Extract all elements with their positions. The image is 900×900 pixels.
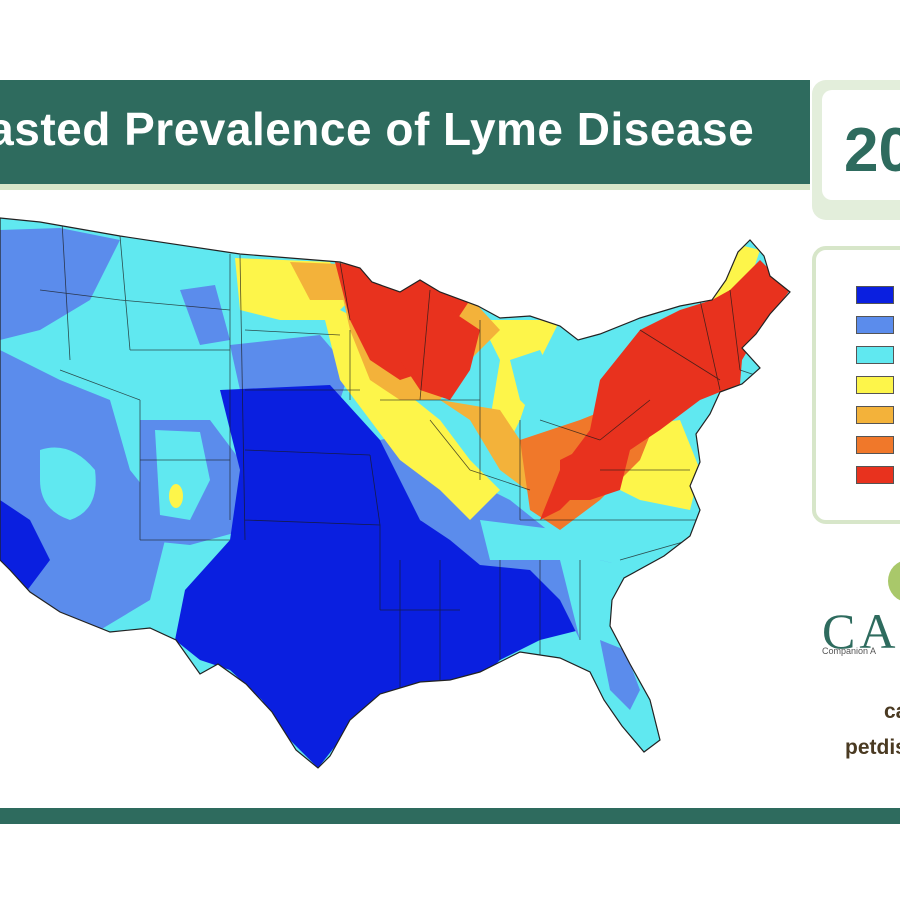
page-title: ecasted Prevalence of Lyme Disease bbox=[0, 103, 755, 155]
legend bbox=[812, 246, 900, 524]
logo-leaf-icon bbox=[888, 560, 900, 602]
website-link-2[interactable]: petdis bbox=[845, 736, 900, 759]
zone-dakota-low bbox=[230, 335, 350, 400]
us-map-svg bbox=[0, 217, 791, 769]
footer-bar bbox=[0, 808, 900, 824]
zone-wisconsin-very-high bbox=[400, 310, 480, 400]
capc-logo: CA Companion A bbox=[820, 560, 900, 660]
zone-michigan-pocket bbox=[510, 350, 560, 420]
year-badge-inner bbox=[822, 90, 900, 200]
zone-colorado-pocket bbox=[155, 430, 210, 520]
zone-virginia-very-high bbox=[560, 440, 630, 500]
year-label: 20 bbox=[844, 116, 900, 185]
us-prevalence-map bbox=[0, 205, 800, 785]
legend-swatch-moderate bbox=[856, 376, 894, 394]
title-banner: ecasted Prevalence of Lyme Disease bbox=[0, 80, 810, 190]
zone-florida-low bbox=[600, 640, 640, 710]
legend-swatch-high bbox=[856, 436, 894, 454]
zone-colorado-spot bbox=[169, 484, 183, 508]
state-borders bbox=[39, 221, 771, 690]
legend-swatch-very-high bbox=[856, 466, 894, 484]
legend-swatch-elevated bbox=[856, 406, 894, 424]
zone-north-dakota-elevated bbox=[290, 262, 350, 300]
logo-wordmark: CA bbox=[822, 603, 900, 659]
zone-northwest-low bbox=[0, 228, 120, 340]
year-badge: 20 bbox=[812, 80, 900, 220]
zone-nevada-pocket bbox=[40, 447, 96, 520]
legend-swatch-low bbox=[856, 316, 894, 334]
zone-wyoming-low bbox=[180, 285, 230, 345]
logo-subtitle: Companion A bbox=[822, 646, 877, 656]
website-link-1[interactable]: ca bbox=[884, 700, 900, 723]
legend-swatch-very-low bbox=[856, 286, 894, 304]
legend-swatch-moderate-low bbox=[856, 346, 894, 364]
